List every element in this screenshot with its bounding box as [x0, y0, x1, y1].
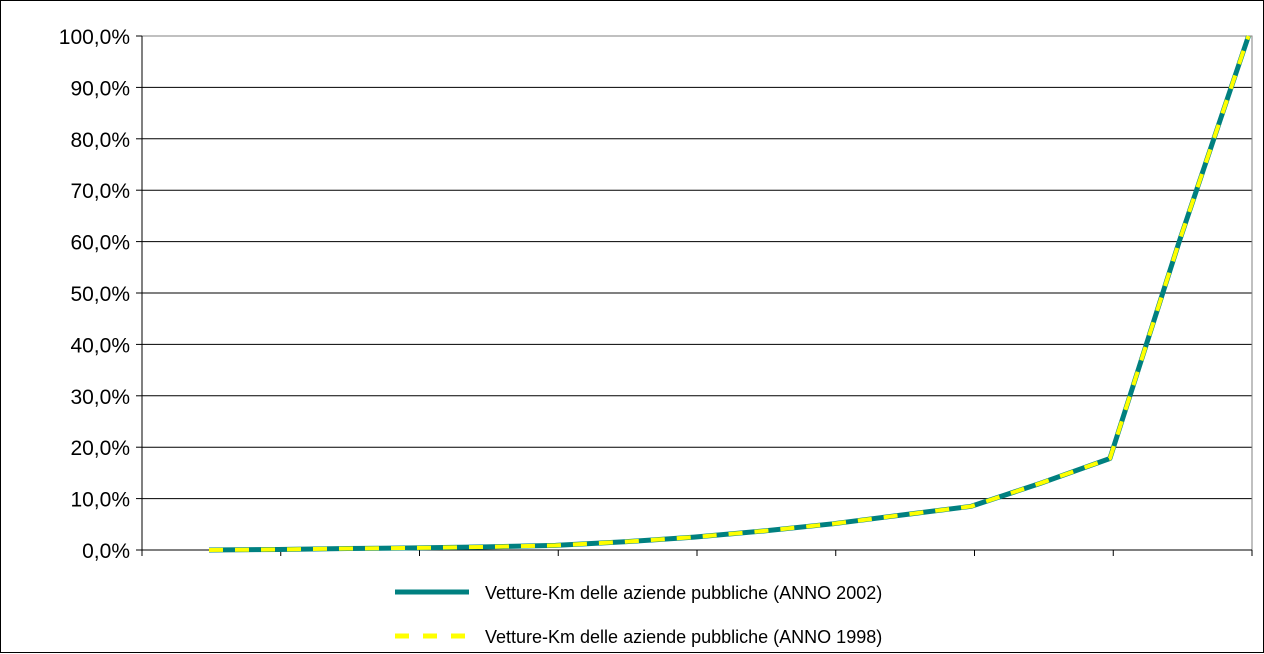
y-tick-label: 20,0%: [70, 437, 130, 460]
y-tick-label: 0,0%: [82, 540, 130, 563]
series-line-2: [208, 35, 1251, 552]
y-tick-label: 50,0%: [70, 283, 130, 306]
gridlines: [142, 35, 1252, 500]
y-tick-label: 90,0%: [70, 77, 130, 100]
legend-label-1: Vetture-Km delle aziende pubbliche (ANNO…: [485, 583, 882, 603]
legend: Vetture-Km delle aziende pubbliche (ANNO…: [395, 583, 882, 647]
y-tick-label: 80,0%: [70, 129, 130, 152]
legend-label-2: Vetture-Km delle aziende pubbliche (ANNO…: [485, 627, 882, 647]
x-tick-marks: [280, 550, 1253, 556]
y-tick-label: 40,0%: [70, 334, 130, 357]
y-tick-labels: 0,0% 10,0% 20,0% 30,0% 40,0% 50,0% 60,0% 70,0% 8…: [59, 26, 142, 563]
y-tick-label: 30,0%: [70, 386, 130, 409]
y-tick-label: 100,0%: [59, 26, 130, 49]
y-tick-label: 60,0%: [70, 232, 130, 255]
y-tick-label: 10,0%: [70, 489, 130, 512]
y-tick-label: 70,0%: [70, 180, 130, 203]
